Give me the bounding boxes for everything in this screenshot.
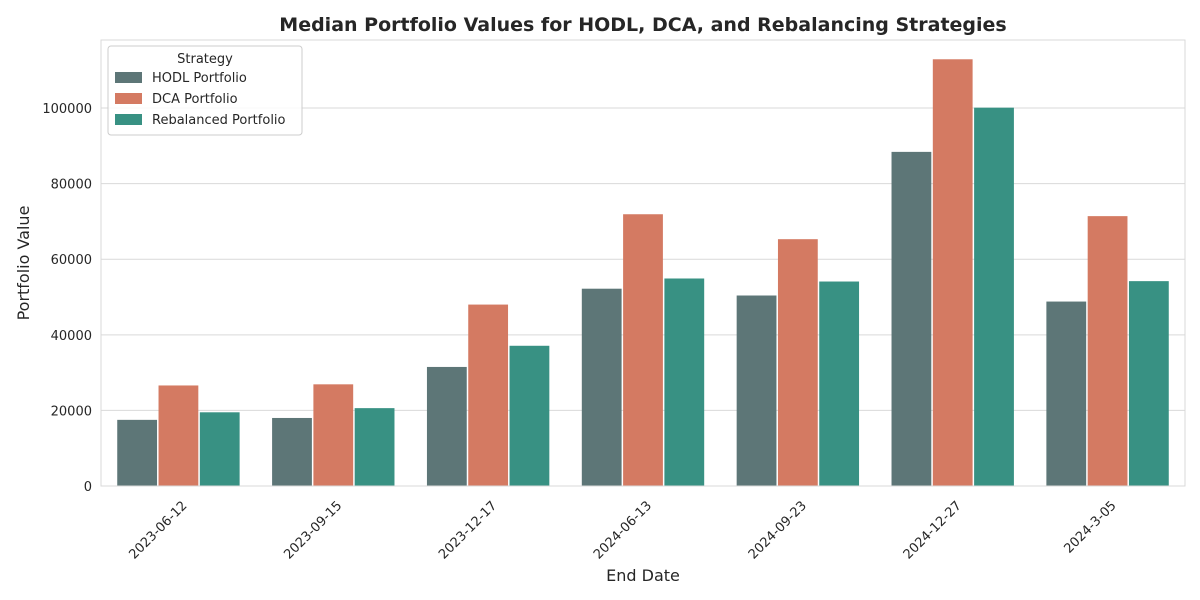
y-tick-label: 100000 — [42, 102, 92, 117]
legend-label: Rebalanced Portfolio — [152, 113, 286, 128]
bar-hodl-portfolio-0 — [117, 419, 158, 486]
bar-dca-portfolio-2 — [468, 304, 509, 486]
bar-rebalanced-portfolio-4 — [819, 281, 860, 486]
y-axis-label: Portfolio Value — [14, 206, 33, 321]
x-tick-label: 2024-06-13 — [591, 498, 655, 562]
bar-dca-portfolio-6 — [1087, 216, 1128, 486]
x-tick-label: 2023-12-17 — [436, 498, 500, 562]
x-tick-label: 2024-12-27 — [901, 498, 965, 562]
bar-hodl-portfolio-5 — [891, 151, 932, 486]
legend-swatch — [115, 72, 142, 83]
bar-hodl-portfolio-2 — [426, 366, 467, 486]
y-axis-ticks: 0 20000 40000 60000 80000 100000 — [42, 102, 92, 495]
legend-swatch — [115, 93, 142, 104]
bar-dca-portfolio-3 — [623, 214, 663, 486]
legend-label: HODL Portfolio — [152, 71, 247, 86]
bar-hodl-portfolio-1 — [272, 417, 312, 486]
bar-rebalanced-portfolio-3 — [664, 278, 705, 486]
legend-items: HODL Portfolio DCA Portfolio Rebalanced Po… — [115, 71, 286, 128]
y-tick-label: 20000 — [51, 404, 92, 419]
x-axis-ticks: 2023-06-12 2023-09-15 2023-12-17 2024-06-13… — [126, 498, 1119, 562]
legend-swatch — [115, 114, 142, 125]
plot-frame — [100, 39, 1186, 487]
bar-dca-portfolio-5 — [932, 59, 973, 486]
y-tick-label: 0 — [84, 480, 92, 495]
bar-rebalanced-portfolio-2 — [509, 345, 550, 486]
x-tick-label: 2024-3-05 — [1061, 498, 1119, 556]
chart-title: Median Portfolio Values for HODL, DCA, a… — [279, 14, 1006, 36]
bar-hodl-portfolio-4 — [736, 295, 777, 486]
x-tick-label: 2023-06-12 — [126, 498, 190, 562]
legend-label: DCA Portfolio — [152, 92, 238, 107]
bar-dca-portfolio-4 — [777, 239, 818, 486]
y-tick-label: 60000 — [51, 253, 92, 268]
bar-hodl-portfolio-6 — [1046, 301, 1087, 486]
legend: Strategy HODL Portfolio DCA Portfolio Reba… — [107, 45, 303, 136]
bar-rebalanced-portfolio-1 — [354, 408, 395, 486]
x-axis-label: End Date — [606, 566, 680, 585]
x-tick-label: 2023-09-15 — [281, 498, 345, 562]
legend-box — [107, 45, 303, 136]
y-tick-label: 40000 — [51, 329, 92, 344]
bar-hodl-portfolio-3 — [581, 288, 622, 486]
legend-title: Strategy — [177, 52, 233, 67]
bar-dca-portfolio-0 — [158, 385, 199, 486]
bar-rebalanced-portfolio-5 — [974, 107, 1014, 486]
bars — [117, 59, 1169, 486]
bar-dca-portfolio-1 — [313, 384, 354, 486]
y-tick-label: 80000 — [51, 178, 92, 193]
bar-rebalanced-portfolio-6 — [1128, 281, 1169, 486]
x-tick-label: 2024-09-23 — [746, 498, 810, 562]
bar-rebalanced-portfolio-0 — [199, 412, 240, 486]
